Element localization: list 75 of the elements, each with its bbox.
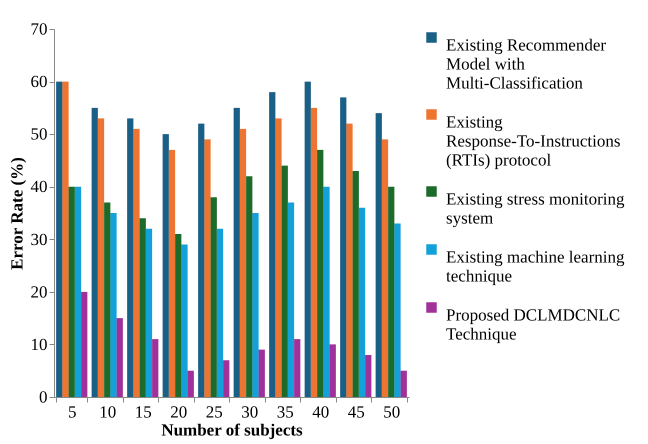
y-tick-label: 50	[30, 124, 48, 144]
x-tick-label: 30	[241, 402, 258, 422]
bar	[317, 150, 324, 397]
legend-label: Existing machine learning technique	[446, 248, 625, 286]
bar	[323, 186, 330, 397]
x-axis-title: Number of subjects	[161, 420, 304, 440]
y-tick-label: 70	[30, 20, 48, 38]
bar	[340, 97, 346, 397]
bar	[56, 82, 62, 397]
bar	[246, 176, 252, 397]
x-tick-label: 20	[170, 402, 188, 422]
bar	[346, 124, 353, 397]
x-tick-label: 45	[348, 402, 365, 422]
x-tick-label: 15	[134, 402, 152, 422]
bar	[146, 228, 152, 397]
bar	[198, 124, 204, 397]
bar	[133, 128, 140, 397]
legend-label: Existing stress monitoring system	[446, 190, 625, 228]
x-tick-label: 10	[99, 402, 116, 422]
bar	[400, 370, 407, 397]
bar	[92, 108, 98, 397]
bar	[188, 370, 194, 397]
bar	[152, 339, 158, 397]
bar	[252, 213, 259, 397]
bar	[365, 354, 372, 397]
y-tick-label: 10	[30, 334, 48, 354]
bar	[175, 234, 182, 397]
legend-label: Proposed DCLMDCNLC Technique	[446, 306, 620, 344]
bar	[382, 139, 388, 397]
x-tick-label: 5	[68, 402, 76, 422]
y-axis-title: Error Rate (%)	[8, 157, 26, 270]
bar	[240, 128, 246, 397]
bar	[110, 213, 117, 397]
bar	[162, 134, 169, 397]
bar	[68, 186, 75, 397]
bar	[294, 339, 300, 397]
legend-label: Existing Recommender Model with Multi-Classification	[446, 36, 606, 92]
bar	[258, 350, 265, 397]
bar	[275, 118, 282, 397]
x-tick-label: 25	[206, 402, 223, 422]
bar	[304, 82, 311, 397]
bar	[127, 118, 134, 397]
bar	[204, 139, 211, 397]
y-tick-label: 20	[30, 282, 48, 302]
bar	[74, 186, 82, 397]
bar	[104, 202, 110, 397]
legend-label: Existing Response-To-Instructions (RTIs) protocol	[446, 112, 620, 170]
x-tick-label: 35	[276, 402, 294, 422]
bar	[330, 344, 336, 397]
bar	[269, 92, 276, 397]
bar	[210, 197, 217, 397]
bar	[234, 108, 240, 397]
x-tick-label: 40	[312, 402, 330, 422]
bar	[140, 218, 146, 397]
bar	[352, 170, 359, 397]
y-tick-label: 30	[30, 230, 48, 249]
bar	[358, 208, 366, 397]
bar	[388, 186, 394, 397]
y-tick-label: 0	[39, 388, 48, 406]
bar	[288, 202, 294, 397]
x-tick-label: 50	[383, 402, 400, 422]
bar	[98, 118, 104, 397]
bar	[116, 318, 123, 397]
bar	[310, 108, 318, 397]
bar	[181, 244, 188, 397]
bar	[81, 292, 88, 397]
bar	[223, 360, 230, 397]
bar	[216, 228, 224, 397]
bar	[282, 166, 288, 397]
bar	[62, 82, 69, 397]
y-tick-label: 40	[30, 177, 48, 196]
bar	[394, 224, 401, 397]
bar	[376, 113, 382, 397]
y-tick-label: 60	[30, 72, 48, 92]
bar	[168, 150, 176, 397]
